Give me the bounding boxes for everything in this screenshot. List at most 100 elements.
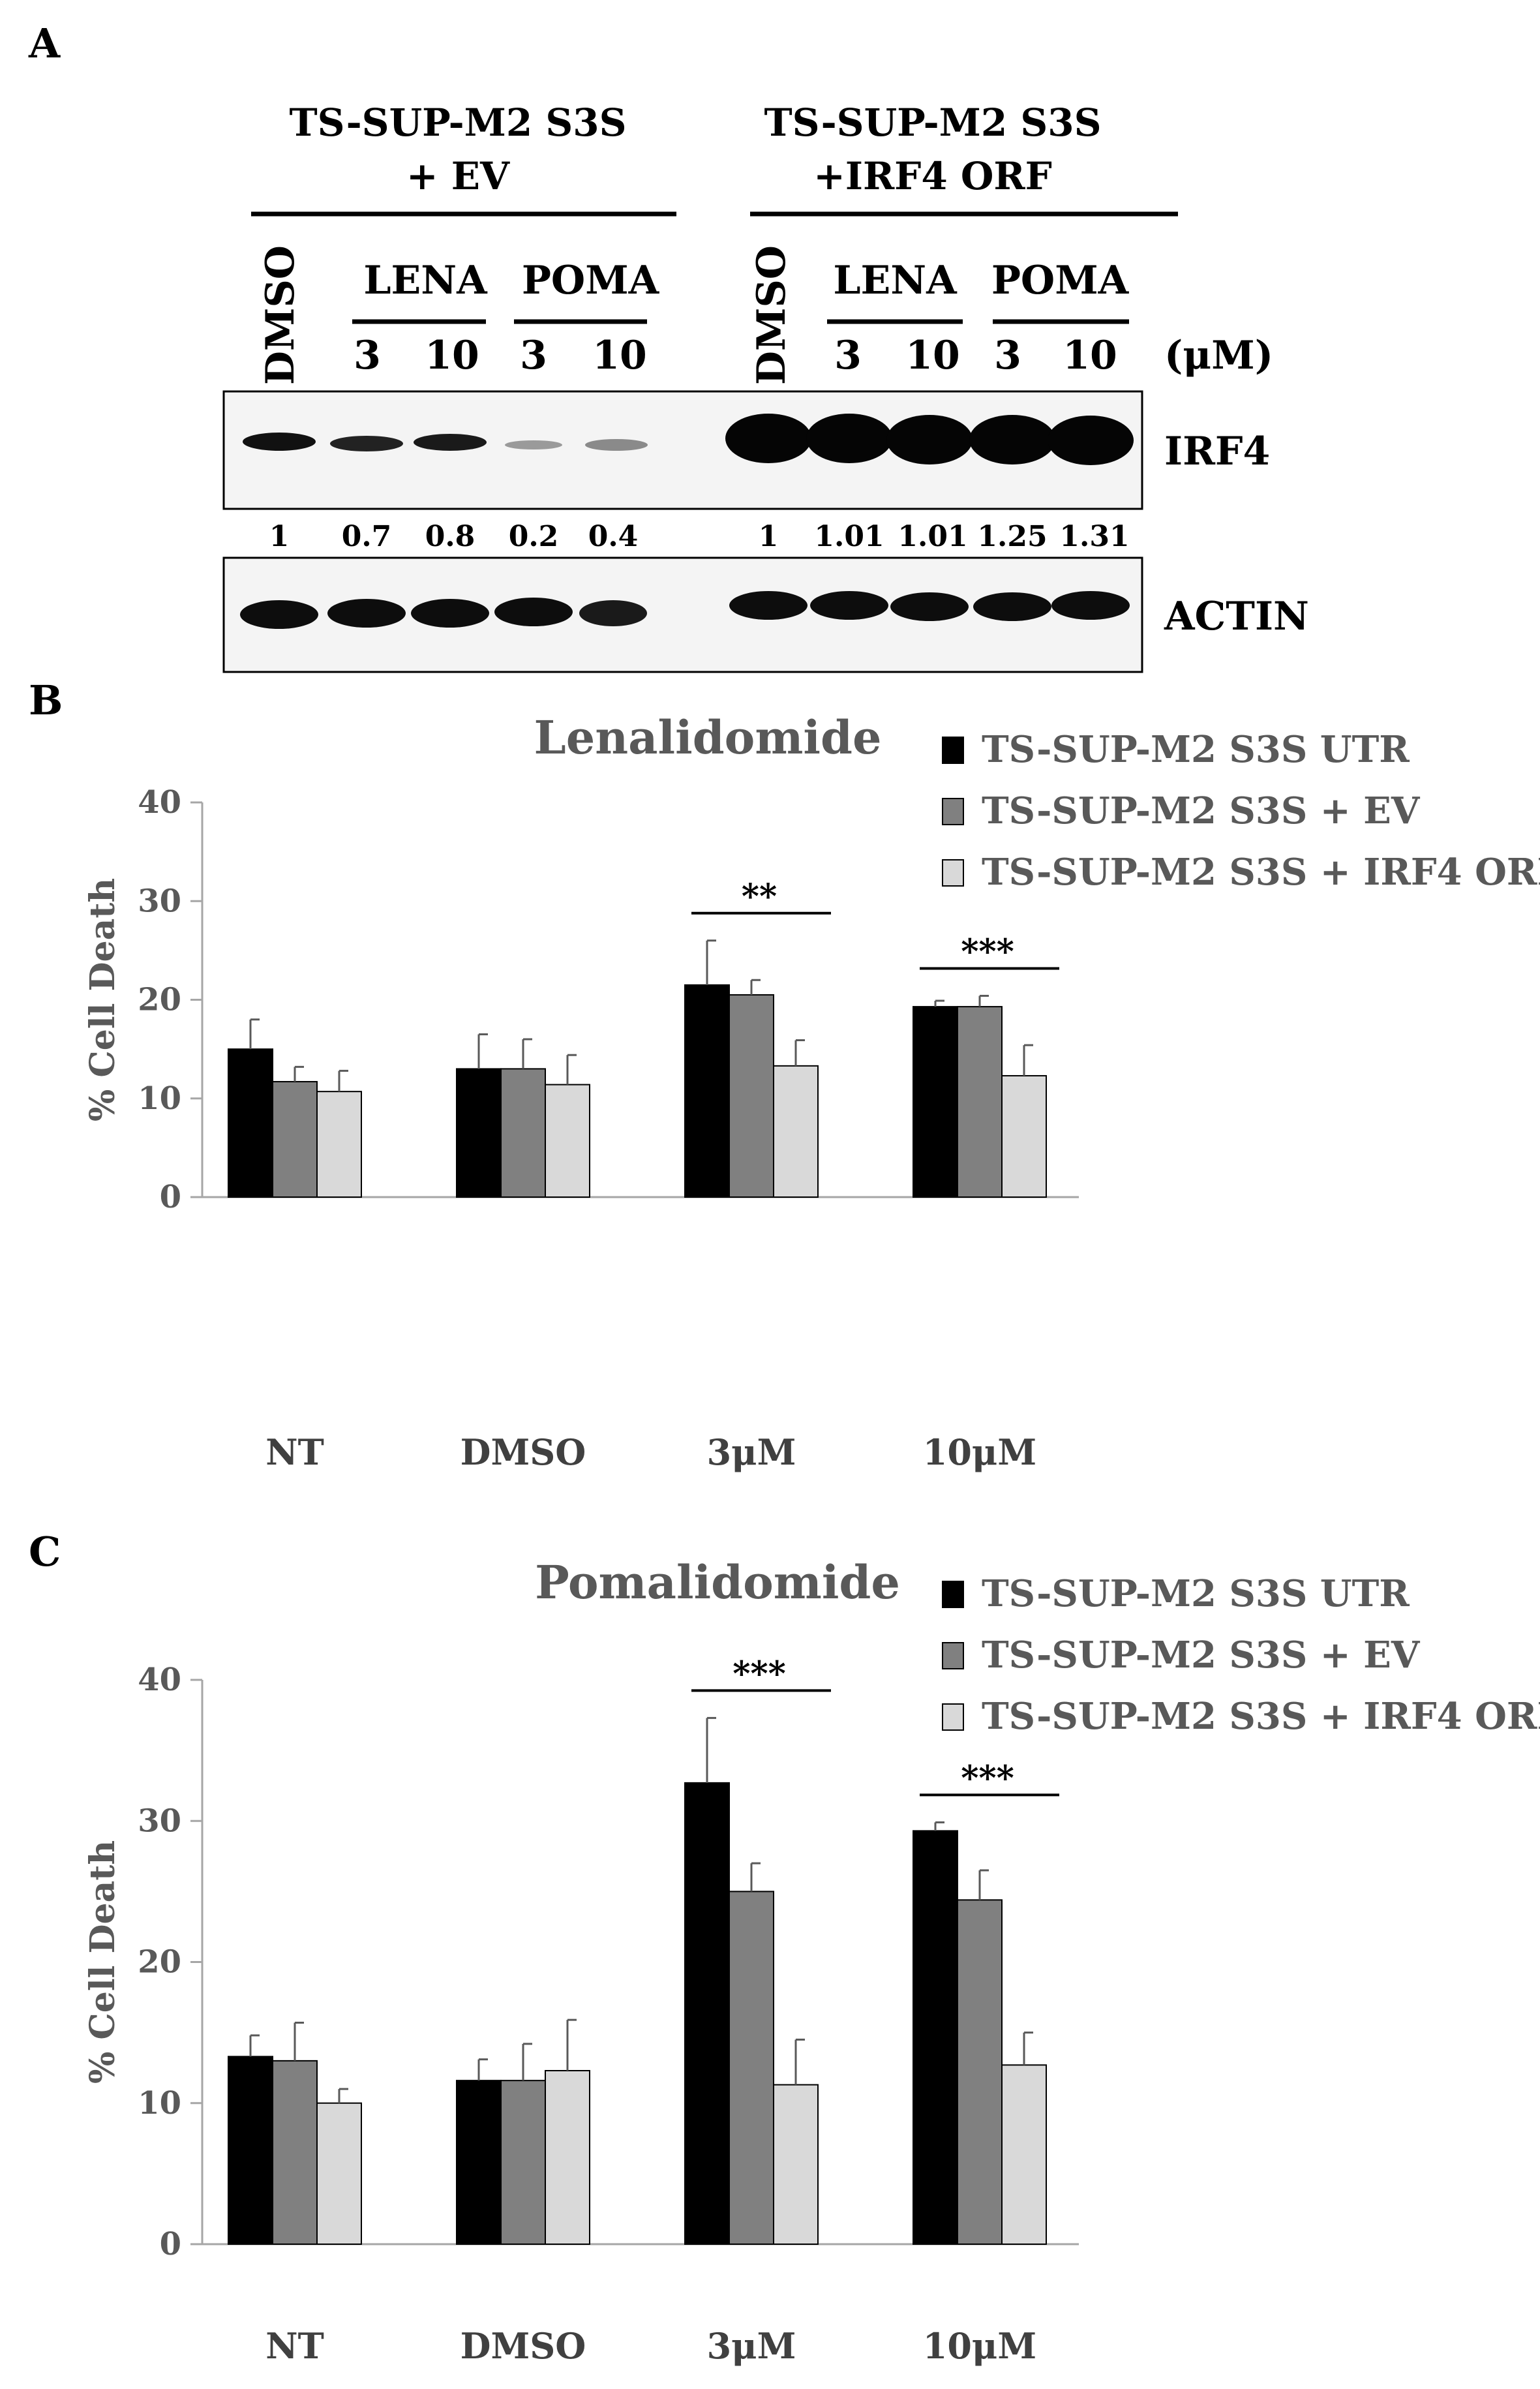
bar-3μM-series-3 (773, 1065, 819, 1198)
y-tick-label: 30 (138, 1803, 181, 1839)
dose-label-1: 3 (354, 333, 381, 378)
western-blot: TS-SUP-M2 S3S + EV TS-SUP-M2 S3S +IRF4 O… (222, 100, 1309, 673)
band-label-actin: ACTIN (1164, 594, 1309, 639)
significance-label: *** (961, 932, 1014, 971)
panel-label-c: C (29, 1528, 61, 1575)
actin-band-8 (890, 592, 969, 621)
bar-10μM-series-1 (913, 1006, 958, 1198)
drug-label-poma-ev: POMA (522, 258, 660, 303)
irf4-band-1 (243, 433, 316, 451)
legend-label-2: TS-SUP-M2 S3S + EV (982, 1634, 1421, 1677)
x-category-label: 10μM (923, 2325, 1036, 2367)
dose-label-4: 10 (592, 333, 647, 378)
irf4-band-6 (725, 414, 811, 463)
legend-swatch-3 (942, 1703, 964, 1731)
dose-label-6: 10 (905, 333, 960, 378)
quant-8: 1.01 (898, 520, 967, 553)
irf4-band-5 (585, 439, 648, 451)
bar-DMSO-series-1 (456, 2080, 502, 2245)
quant-2: 0.7 (342, 520, 392, 553)
legend-label-2: TS-SUP-M2 S3S + EV (982, 789, 1421, 832)
group-header-ev-line2: + EV (406, 154, 510, 198)
actin-band-7 (810, 591, 888, 620)
y-tick-label: 30 (138, 883, 181, 919)
bar-10μM-series-1 (913, 1830, 958, 2245)
irf4-band-8 (886, 415, 973, 464)
actin-band-4 (494, 598, 573, 626)
bar-NT-series-1 (228, 1048, 273, 1198)
unit-label: (μM) (1164, 333, 1273, 378)
actin-band-5 (579, 600, 647, 626)
bar-3μM-series-1 (684, 1782, 730, 2245)
bar-NT-series-1 (228, 2056, 273, 2245)
actin-band-2 (327, 599, 406, 628)
dose-label-5: 3 (834, 333, 862, 378)
dose-label-3: 3 (520, 333, 547, 378)
bar-3μM-series-2 (729, 1891, 774, 2245)
significance-label: ** (742, 877, 777, 917)
drug-label-lena-ev: LENA (363, 258, 488, 303)
y-tick-label: 40 (138, 784, 181, 821)
significance-label: *** (732, 1654, 786, 1694)
bar-10μM-series-3 (1001, 2064, 1047, 2245)
quant-7: 1.01 (814, 520, 884, 553)
x-category-label: NT (265, 1431, 324, 1473)
y-tick-label: 0 (160, 1179, 181, 1215)
bar-10μM-series-2 (957, 1006, 1003, 1198)
quant-6: 1 (759, 520, 779, 553)
bar-NT-series-2 (272, 1081, 318, 1198)
y-axis-label: % Cell Death (83, 878, 123, 1121)
lenalidomide-chart: Lenalidomide 0 10 20 30 40 % Cell Death NT DMSO 3… (83, 710, 1540, 1473)
chart-title: Lenalidomide (534, 710, 882, 765)
bar-DMSO-series-2 (500, 2080, 546, 2245)
irf4-band-7 (806, 414, 892, 463)
pomalidomide-chart: Pomalidomide 0 10 20 30 40 % Cell Death NT DMSO 3… (83, 1555, 1540, 2367)
group-header-orf-line1: TS-SUP-M2 S3S (764, 100, 1101, 145)
group-header-ev-line1: TS-SUP-M2 S3S (289, 100, 626, 145)
quant-4: 0.2 (509, 520, 559, 553)
x-category-label: DMSO (460, 1431, 586, 1473)
y-axis-label: % Cell Death (83, 1840, 123, 2084)
bar-NT-series-2 (272, 2060, 318, 2245)
group-header-orf-line2: +IRF4 ORF (813, 154, 1052, 198)
quant-10: 1.31 (1059, 520, 1129, 553)
bar-DMSO-series-1 (456, 1068, 502, 1198)
quant-5: 0.4 (588, 520, 639, 553)
bar-3μM-series-3 (773, 2084, 819, 2245)
actin-band-1 (240, 600, 318, 629)
x-category-label: 3μM (707, 1431, 796, 1473)
bar-10μM-series-2 (957, 1899, 1003, 2245)
actin-band-9 (973, 592, 1051, 621)
irf4-band-10 (1048, 416, 1134, 465)
irf4-band-3 (414, 434, 487, 451)
bar-3μM-series-1 (684, 984, 730, 1198)
bar-DMSO-series-3 (545, 2070, 590, 2245)
x-category-label: DMSO (460, 2325, 586, 2367)
y-tick-label: 10 (138, 1080, 181, 1117)
drug-label-poma-orf: POMA (991, 258, 1130, 303)
irf4-bands (243, 414, 1134, 465)
significance-label: *** (961, 1758, 1014, 1798)
actin-bands (240, 591, 1130, 629)
actin-band-6 (729, 591, 808, 620)
irf4-band-4 (505, 440, 562, 449)
vehicle-label-ev: DMSO (258, 245, 303, 385)
y-tick-label: 0 (160, 2226, 181, 2262)
bar-NT-series-3 (316, 2102, 362, 2245)
quant-9: 1.25 (977, 520, 1047, 553)
actin-band-3 (411, 599, 489, 628)
legend-swatch-2 (942, 1642, 964, 1669)
y-tick-label: 20 (138, 982, 181, 1018)
vehicle-label-orf: DMSO (749, 245, 794, 385)
legend-swatch-3 (942, 859, 964, 887)
y-tick-label: 40 (138, 1662, 181, 1698)
drug-label-lena-orf: LENA (833, 258, 958, 303)
dose-label-7: 3 (994, 333, 1021, 378)
legend-label-1: TS-SUP-M2 S3S UTR (982, 728, 1410, 771)
x-category-label: 3μM (707, 2325, 796, 2367)
dose-label-2: 10 (425, 333, 479, 378)
legend-label-3: TS-SUP-M2 S3S + IRF4 ORF (982, 851, 1540, 894)
panel-label-a: A (28, 20, 61, 67)
y-tick-label: 10 (138, 2085, 181, 2122)
